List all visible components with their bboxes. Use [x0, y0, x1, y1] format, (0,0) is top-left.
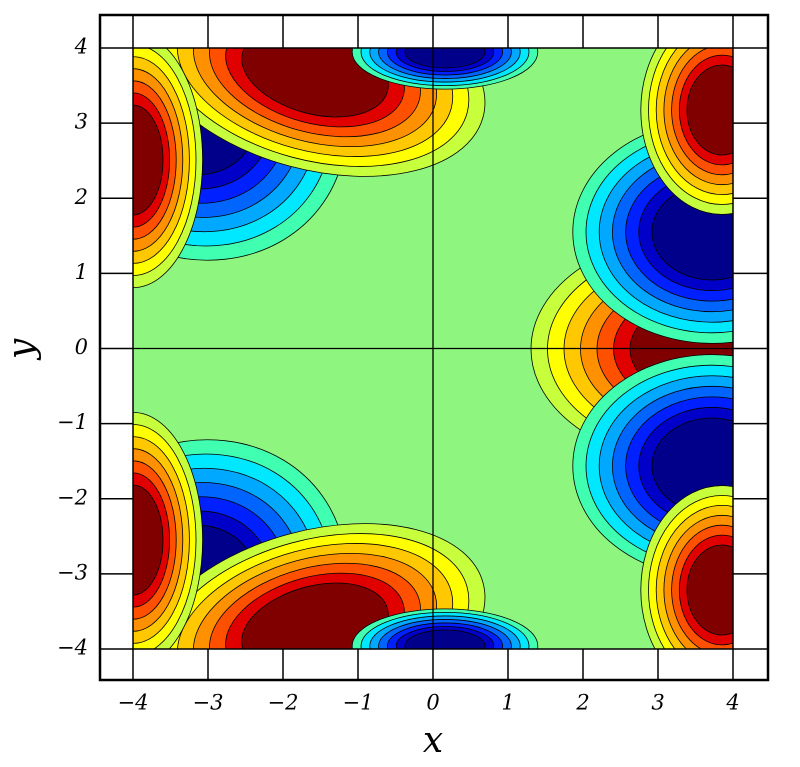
x-tick-label: −4 [118, 691, 149, 715]
contour-band [404, 629, 486, 649]
contour-band [241, 582, 389, 649]
x-tick-label: 0 [426, 691, 439, 715]
x-tick-label: −2 [268, 691, 299, 715]
x-tick-label: 2 [575, 691, 589, 715]
contour-band [404, 48, 486, 69]
contour-band [686, 64, 733, 156]
y-tick-label: 2 [74, 185, 88, 209]
contour-band [133, 484, 164, 596]
y-axis-label: y [1, 338, 42, 361]
x-tick-label: 3 [651, 691, 664, 715]
x-axis-label: x [423, 720, 443, 761]
x-tick-label: 4 [725, 691, 739, 715]
x-tick-label: 1 [501, 691, 514, 715]
x-tick-label: −1 [343, 691, 374, 715]
y-tick-label: −4 [57, 636, 88, 660]
y-tick-label: 0 [75, 335, 88, 359]
y-tick-label: −1 [57, 410, 88, 434]
y-tick-label: 4 [74, 35, 88, 59]
y-tick-label: −3 [57, 560, 88, 584]
contour-band [686, 544, 733, 636]
contour-band [133, 104, 164, 216]
contour-band [241, 48, 389, 118]
x-tick-label: −3 [193, 691, 224, 715]
outer-frame [98, 13, 770, 682]
y-tick-label: 3 [75, 110, 88, 134]
y-tick-label: 1 [75, 260, 88, 284]
y-tick-label: −2 [57, 485, 88, 509]
